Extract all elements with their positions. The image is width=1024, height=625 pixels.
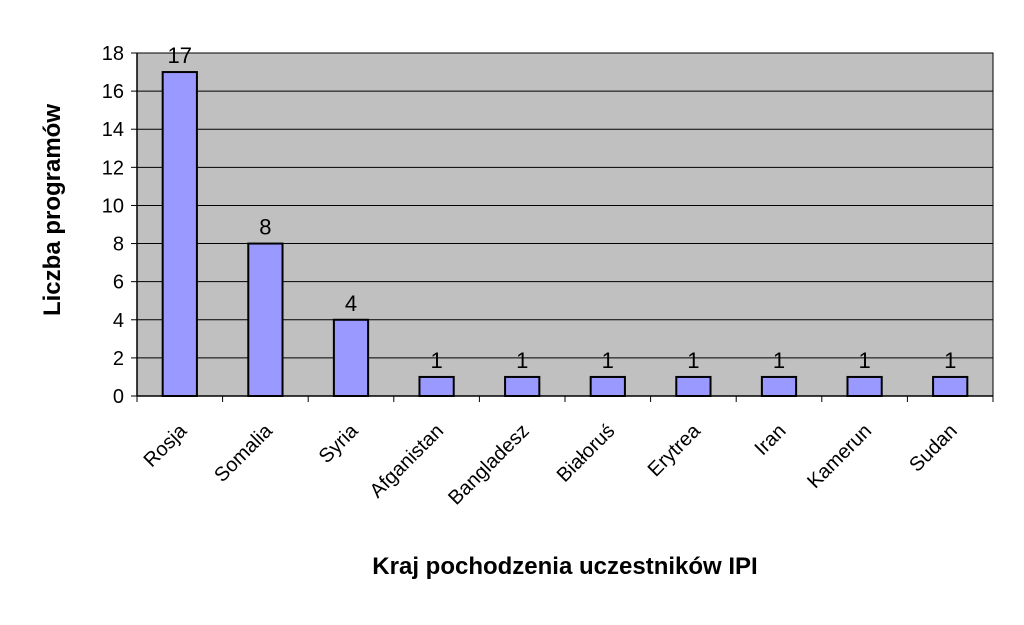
x-axis-title: Kraj pochodzenia uczestników IPI — [372, 553, 757, 580]
bar — [418, 375, 455, 398]
y-tick-label: 10 — [102, 195, 124, 217]
bars — [161, 71, 969, 398]
x-tick-label: Kamerun — [803, 420, 876, 493]
y-tick-label: 18 — [102, 43, 124, 65]
data-label: 4 — [345, 291, 357, 316]
bar — [846, 375, 883, 398]
bar — [504, 375, 541, 398]
x-tick-label: Afganistan — [366, 420, 448, 502]
y-axis-title: Liczba programów — [39, 104, 66, 316]
data-labels: 17 8 4 1 1 1 1 1 1 1 — [168, 43, 957, 373]
x-tick-label: Iran — [751, 420, 791, 460]
y-tick-label: 14 — [102, 119, 124, 141]
data-label: 1 — [430, 348, 442, 373]
x-tick-label: Erytrea — [644, 419, 706, 481]
y-tick-labels: 0 2 4 6 8 10 12 14 16 18 — [102, 43, 124, 408]
x-tick-label: Sudan — [905, 420, 961, 476]
y-tick-label: 0 — [113, 386, 124, 408]
y-tick-label: 16 — [102, 81, 124, 103]
x-tick-label: Somalia — [210, 419, 277, 486]
bar — [247, 242, 284, 397]
data-label: 8 — [259, 215, 271, 240]
y-tick-label: 2 — [113, 348, 124, 370]
bar — [760, 375, 798, 398]
bar — [589, 375, 626, 398]
bar — [932, 375, 969, 398]
x-tick-label: Bangladesz — [444, 420, 533, 509]
data-label: 1 — [858, 348, 870, 373]
x-tick-label: Rosja — [140, 419, 192, 471]
y-tick-label: 12 — [102, 157, 124, 179]
axes — [136, 53, 994, 402]
data-label: 1 — [773, 348, 785, 373]
data-label: 17 — [168, 43, 192, 68]
y-tick-label: 4 — [113, 310, 124, 332]
bar — [161, 71, 198, 398]
bar — [675, 375, 712, 398]
x-tick-label: Syria — [315, 419, 363, 467]
bar — [332, 318, 370, 397]
data-label: 1 — [602, 348, 614, 373]
data-label: 1 — [944, 348, 956, 373]
data-label: 1 — [687, 348, 699, 373]
x-tick-label: Białoruś — [553, 420, 620, 487]
y-tick-label: 8 — [113, 234, 124, 256]
y-tick-label: 6 — [113, 272, 124, 294]
data-label: 1 — [516, 348, 528, 373]
